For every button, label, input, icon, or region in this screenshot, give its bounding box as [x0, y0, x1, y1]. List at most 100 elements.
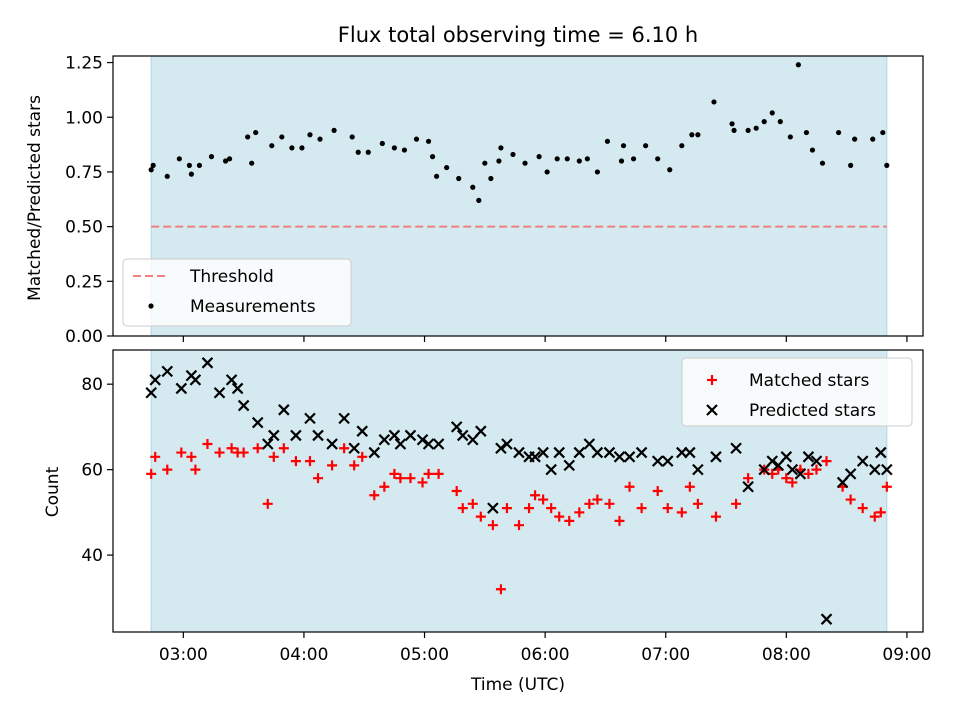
predicted-star-point — [844, 468, 857, 480]
predicted-star-point — [326, 438, 338, 450]
measurement-point — [695, 132, 701, 138]
measurement-point — [604, 138, 611, 144]
matched-star-point — [405, 473, 416, 484]
x-tick-label: 06:00 — [521, 645, 570, 665]
measurement-point — [795, 62, 801, 68]
matched-star-point — [524, 503, 535, 514]
bottom-axes-frame — [112, 349, 924, 633]
predicted-star-point — [475, 425, 487, 437]
measurement-point — [643, 143, 649, 149]
predicted-star-point — [603, 446, 616, 459]
matched-star-point — [162, 464, 173, 475]
predicted-star-point — [348, 442, 360, 455]
measurement-point — [819, 160, 826, 166]
x-tick-label: 08:00 — [762, 645, 811, 665]
predicted-star-point — [875, 446, 887, 459]
matched-star-point — [564, 515, 575, 526]
matched-star-point — [252, 443, 263, 454]
measurement-point — [761, 119, 767, 125]
matched-star-point — [554, 511, 565, 522]
matched-star-point — [327, 460, 338, 471]
matched-star-point — [290, 456, 301, 467]
predicted-star-point — [553, 446, 565, 459]
measurement-point — [355, 149, 361, 155]
matched-star-point — [226, 443, 237, 454]
predicted-star-point — [356, 425, 369, 437]
matched-star-point — [857, 503, 868, 514]
predicted-star-point — [416, 433, 429, 446]
matched-star-point — [574, 507, 585, 518]
predicted-star-point — [820, 613, 833, 625]
matched-star-point — [692, 498, 703, 509]
measurement-point — [544, 169, 550, 175]
measurement-point — [299, 145, 305, 151]
predicted-star-point — [237, 399, 250, 412]
measurement-point — [729, 121, 735, 127]
matched-star-point — [614, 515, 625, 526]
measurement-point — [150, 162, 156, 168]
measurement-point — [522, 160, 528, 166]
top-y-axis-label: Matched/Predicted stars — [25, 95, 45, 301]
matched-star-point — [584, 498, 595, 509]
matched-star-point — [787, 477, 798, 488]
matched-star-point — [262, 498, 273, 509]
measurement-point — [809, 147, 816, 153]
predicted-star-point — [338, 412, 350, 425]
predicted-star-point — [394, 438, 407, 450]
bottom-y-tick-label: 40 — [81, 546, 103, 566]
predicted-star-point — [537, 446, 549, 459]
predicted-star-point — [802, 451, 815, 463]
predicted-star-point — [868, 463, 881, 476]
chart-title: Flux total observing time = 6.10 h — [338, 23, 698, 47]
predicted-star-point — [432, 438, 445, 450]
measurement-point — [835, 129, 842, 136]
predicted-star-point — [661, 455, 674, 467]
measurement-point — [349, 134, 355, 140]
matched-star-point — [176, 447, 187, 458]
measurement-point — [164, 173, 170, 179]
matched-star-point — [379, 481, 390, 492]
matched-star-point — [457, 503, 468, 514]
predicted-star-point — [780, 451, 793, 463]
top-y-tick-label: 0.00 — [65, 327, 103, 347]
predicted-star-point — [623, 451, 636, 463]
matched-star-point — [676, 507, 687, 518]
legend-matched-swatch — [707, 375, 717, 385]
measurement-point — [307, 132, 313, 138]
measurement-point — [317, 136, 323, 142]
measurement-point — [564, 156, 570, 162]
predicted-star-point — [501, 438, 513, 450]
measurement-point — [498, 145, 504, 151]
matched-star-point — [501, 503, 512, 514]
predicted-star-point — [251, 416, 264, 429]
measurement-point — [196, 162, 203, 168]
measurement-point — [429, 154, 436, 160]
measurement-point — [188, 171, 194, 177]
measurement-point — [594, 169, 600, 175]
measurement-point — [620, 143, 627, 149]
predicted-star-point — [149, 374, 161, 386]
predicted-star-point — [794, 468, 807, 480]
predicted-star-point — [278, 404, 290, 416]
measurement-point — [576, 158, 582, 164]
measurement-point — [425, 138, 432, 144]
matched-star-point — [304, 456, 315, 467]
measurement-point — [331, 127, 337, 133]
matched-star-point — [731, 498, 742, 509]
x-tick-label: 05:00 — [400, 645, 449, 665]
predicted-star-point — [710, 451, 722, 463]
predicted-star-point — [591, 446, 604, 459]
x-tick-label: 04:00 — [279, 645, 328, 665]
measurement-point — [470, 184, 476, 190]
x-tick-label: 09:00 — [882, 645, 931, 665]
measurement-point — [186, 162, 192, 168]
measurement-point — [249, 160, 255, 166]
measurement-point — [269, 143, 275, 149]
measurement-point — [279, 134, 285, 140]
measurement-point — [803, 129, 810, 136]
measurement-point — [769, 110, 775, 116]
matched-star-point — [395, 473, 406, 484]
matched-star-point — [313, 473, 324, 484]
measurement-point — [208, 154, 215, 160]
